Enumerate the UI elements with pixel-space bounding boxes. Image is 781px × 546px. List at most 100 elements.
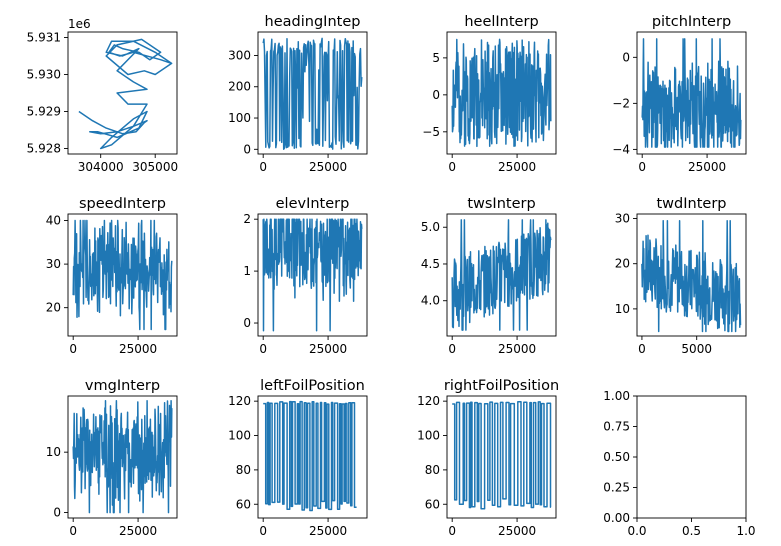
axes-frame [67, 31, 178, 155]
subplot-9: vmgInterp 0 25000 0 10 [46, 378, 178, 538]
x-tick-label: 25000 [309, 524, 347, 538]
subplot-title: leftFoilPosition [260, 378, 365, 394]
y-tick-label: −5 [422, 125, 440, 139]
subplot-6: elevInterp 0 25000 0 1 2 [243, 196, 368, 356]
axes-frame [257, 213, 368, 337]
y-tick-label: 0 [243, 142, 251, 156]
y-tick-label: 30 [46, 257, 61, 271]
subplot-3: heelInterp 0 25000 −5 0 5 [422, 14, 557, 174]
series-line [452, 401, 552, 510]
y-tick-label: 20 [615, 257, 630, 271]
y-tick-label: 100 [228, 111, 251, 125]
subplot-title: elevInterp [276, 196, 350, 212]
y-tick-label: 80 [236, 463, 251, 477]
series-line [78, 38, 173, 150]
x-tick-label: 0 [259, 524, 267, 538]
subplot-8: twdInterp 0 5000 10 20 30 [615, 196, 747, 356]
series-line [451, 38, 552, 148]
series-line [641, 38, 742, 148]
x-tick-label: 0 [69, 524, 77, 538]
y-tick-label: 10 [615, 302, 630, 316]
x-tick-label: 1.0 [736, 524, 755, 538]
axes-frame [257, 395, 368, 519]
y-tick-label: 5.928 [27, 141, 61, 155]
subplot-5: speedInterp 0 25000 20 30 40 [46, 196, 178, 356]
axes-frame [636, 395, 747, 519]
y-tick-label: 5.930 [27, 68, 61, 82]
x-tick-label: 25000 [498, 342, 536, 356]
y-tick-label: 60 [425, 497, 440, 511]
subplot-title: twsInterp [467, 196, 535, 212]
x-tick-label: 0 [638, 160, 646, 174]
y-tick-label: 10 [46, 445, 61, 459]
axes-frame [67, 395, 178, 519]
subplot-11: rightFoilPosition 0 25000 60 80 100 120 [417, 378, 559, 538]
x-tick-label: 0 [638, 342, 646, 356]
subplot-12: 0.0 0.5 1.0 0.00 0.25 0.50 0.75 1.00 [603, 389, 755, 538]
x-tick-label: 25000 [309, 160, 347, 174]
y-tick-label: −4 [612, 142, 630, 156]
y-tick-label: 2 [243, 212, 251, 226]
offset-label: 1e6 [68, 17, 91, 31]
y-tick-label: 300 [228, 48, 251, 62]
axes-frame [446, 213, 557, 337]
y-tick-label: 5.0 [421, 220, 440, 234]
subplot-title: twdInterp [657, 196, 727, 212]
y-tick-label: 1 [243, 264, 251, 278]
y-tick-label: 30 [615, 212, 630, 226]
x-tick-label: 0 [69, 342, 77, 356]
y-tick-label: 4.0 [421, 294, 440, 308]
series-line [262, 218, 363, 332]
axes-frame [446, 395, 557, 519]
y-tick-label: 40 [46, 214, 61, 228]
y-tick-label: −2 [612, 96, 630, 110]
subplot-7: twsInterp 0 25000 4.0 4.5 5.0 [421, 196, 557, 356]
subplot-4: pitchInterp 0 25000 −4 −2 0 [612, 14, 747, 174]
y-tick-label: 0 [243, 316, 251, 330]
y-tick-label: 100 [228, 429, 251, 443]
subplot-title: pitchInterp [652, 14, 731, 30]
x-tick-label: 25000 [119, 524, 157, 538]
subplot-title: vmgInterp [85, 378, 160, 394]
y-tick-label: 5.929 [27, 104, 61, 118]
subplot-1: 1e6 304000 305000 5.928 5.929 5.930 5.931 [27, 17, 178, 174]
series-line [451, 219, 552, 331]
y-tick-label: 0 [53, 506, 61, 520]
y-tick-label: 120 [417, 394, 440, 408]
series-line [263, 400, 357, 512]
y-tick-label: 0.00 [603, 511, 630, 525]
x-tick-label: 0 [448, 524, 456, 538]
y-tick-label: 200 [228, 80, 251, 94]
x-tick-label: 0 [259, 160, 267, 174]
x-tick-label: 304000 [78, 160, 124, 174]
series-line [262, 37, 363, 150]
subplot-title: rightFoilPosition [444, 378, 559, 394]
x-tick-label: 0.0 [627, 524, 646, 538]
axes-frame [636, 31, 747, 155]
x-tick-label: 5000 [681, 342, 712, 356]
x-tick-label: 0 [448, 160, 456, 174]
y-tick-label: 120 [228, 394, 251, 408]
y-tick-label: 0.75 [603, 420, 630, 434]
x-tick-label: 25000 [119, 342, 157, 356]
y-tick-label: 0 [622, 50, 630, 64]
y-tick-label: 0.25 [603, 481, 630, 495]
subplot-2: headingIntep 0 25000 0 100 200 300 [228, 14, 368, 174]
series-line [72, 400, 173, 514]
subplot-title: speedInterp [79, 196, 166, 212]
axes-frame [636, 213, 747, 337]
y-tick-label: 80 [425, 463, 440, 477]
x-tick-label: 0 [448, 342, 456, 356]
x-tick-label: 0.5 [682, 524, 701, 538]
axes-frame [67, 213, 178, 337]
subplot-10: leftFoilPosition 0 25000 60 80 100 120 [228, 378, 368, 538]
y-tick-label: 60 [236, 497, 251, 511]
x-tick-label: 25000 [498, 160, 536, 174]
axes-frame [446, 31, 557, 155]
subplot-title: heelInterp [464, 14, 538, 30]
x-tick-label: 0 [259, 342, 267, 356]
series-line [72, 219, 173, 331]
subplot-title: headingIntep [265, 14, 361, 30]
y-tick-label: 5.931 [27, 31, 61, 45]
